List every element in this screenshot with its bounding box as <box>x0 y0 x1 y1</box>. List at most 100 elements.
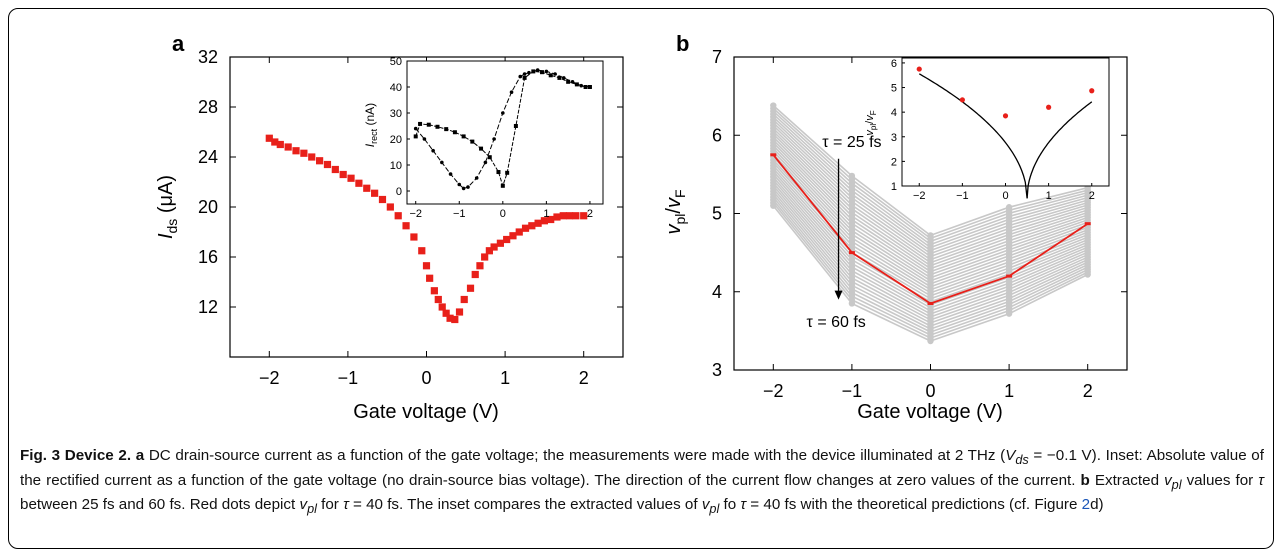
panel-a-inset-point-backward <box>461 186 466 191</box>
panel-b-letter: b <box>676 31 689 56</box>
panel-a-inset-point-backward <box>570 80 575 84</box>
panel-a-inset-point-forward <box>487 155 492 160</box>
panel-b-x-axis-title: Gate voltage (V) <box>857 401 1003 423</box>
caption-a-text: DC drain-source current as a function of… <box>148 447 1006 464</box>
panel-b-annotation-tau60: τ = 60 fs <box>807 314 866 331</box>
panel-b-red-point <box>927 301 934 305</box>
panel-a-inset-y-tick-label: 10 <box>390 160 402 172</box>
caption-b-text-2: values for <box>1181 471 1259 489</box>
panel-a-inset-point-forward <box>505 170 510 175</box>
caption-vds-sub: ds <box>1015 453 1029 468</box>
panel-a-y-tick-label: 12 <box>198 297 218 317</box>
caption-tau-symbol-1: τ <box>1258 471 1264 489</box>
panel-b-red-point <box>848 251 855 255</box>
panel-a-data-points <box>265 134 588 324</box>
panel-a-inset-point-backward <box>553 72 557 76</box>
caption-b-letter: b <box>1080 471 1090 489</box>
panel-a-data-point <box>572 212 580 220</box>
panel-a-data-point <box>422 262 431 270</box>
panel-a-inset-point-forward <box>479 146 484 151</box>
panel-a-data-point <box>292 147 300 155</box>
panel-a-data-point <box>442 309 450 317</box>
panel-b-tau-point <box>770 202 777 209</box>
panel-a-data-point <box>481 253 489 261</box>
panel-a-inset-point-forward <box>583 85 588 89</box>
panel-a-data-point <box>515 228 523 236</box>
panel-a-data-point <box>402 222 410 230</box>
panel-a-inset-point-backward <box>588 85 592 89</box>
panel-a-data-point <box>284 143 292 151</box>
panel-a-inset-point-forward <box>435 124 440 129</box>
panel-a-data-point <box>509 232 517 240</box>
panel-a-data-point <box>265 134 273 142</box>
panel-a-inset-point-backward <box>535 68 540 72</box>
panel-b-inset-y-tick-label: 4 <box>891 107 897 119</box>
panel-a-inset-point-forward <box>522 75 527 80</box>
panel-b-red-point <box>1006 274 1013 278</box>
caption-figure-link[interactable]: 2 <box>1081 496 1091 514</box>
panel-b-inset-theory-left <box>918 73 1028 199</box>
panel-b-inset-point <box>1046 104 1052 110</box>
panel-a-inset-y-tick-label: 50 <box>390 56 402 68</box>
panel-a-inset-x-tick-label: 1 <box>543 208 549 220</box>
panel-b-y-tick-label: 7 <box>712 47 722 67</box>
panel-a-data-point <box>466 284 475 292</box>
caption-b-text-6: fo <box>719 496 741 514</box>
panel-b-tau-point <box>1084 271 1091 278</box>
panel-a-inset-y-axis-title: Irect (nA) <box>363 103 379 147</box>
panel-a-inset-x-tick-label: −2 <box>409 208 422 220</box>
panel-a-data-point <box>323 160 332 169</box>
panel-b-annotation-tau25: τ = 25 fs <box>822 134 881 151</box>
panel-a-data-point <box>553 213 561 221</box>
panel-a-inset-x-tick-label: 2 <box>587 208 593 220</box>
panel-a-data-point <box>438 303 446 311</box>
caption-tau-symbol-2: τ <box>343 496 349 514</box>
panel-b-inset-point <box>1089 88 1095 94</box>
panel-b-inset-x-tick-label: 2 <box>1089 190 1095 202</box>
panel-a-data-point <box>528 222 536 230</box>
panel-b-x-tick-label: −1 <box>842 381 863 401</box>
panel-b-x-tick-label: 2 <box>1083 381 1093 401</box>
panel-a-data-point <box>559 212 567 220</box>
panel-b-chart: −2 −1 0 1 2 3 4 5 6 7 τ = 25 fs τ = 60 fs Gate vol… <box>663 47 1128 423</box>
panel-b-inset-x-tick-label: 1 <box>1046 190 1052 202</box>
panel-b-y-axis-title: vpl/vF <box>663 189 688 234</box>
panel-a-data-point <box>410 233 418 241</box>
caption-vpl-sub-3: pl <box>709 502 720 517</box>
panel-a-y-tick-label: 24 <box>198 147 218 167</box>
panel-b-inset-theory-right <box>1026 101 1093 199</box>
panel-b-y-tick-label: 4 <box>712 282 722 302</box>
panel-a-inset-point-backward <box>457 182 462 187</box>
panel-a-inset-y-tick-label: 30 <box>390 108 402 120</box>
panel-a-inset-point-forward <box>540 70 545 75</box>
panel-a-y-tick-label: 20 <box>198 197 218 217</box>
panel-b-tau-point <box>848 300 856 307</box>
panel-b-inset-x-tick-label: 0 <box>1002 190 1008 202</box>
panel-a-data-point <box>394 212 402 220</box>
panel-a-inset-point-backward <box>544 69 549 74</box>
panel-b-red-point <box>1084 222 1091 226</box>
panel-a-data-point <box>355 179 363 187</box>
panel-a-data-point <box>521 224 530 232</box>
figure-caption: Fig. 3 Device 2. a DC drain-source curre… <box>20 446 1264 520</box>
panel-b-axes: −2 −1 0 1 2 3 4 5 6 7 <box>712 47 1127 401</box>
panel-b-inset-y-tick-label: 3 <box>891 132 897 144</box>
panel-a-data-point <box>565 212 574 220</box>
panel-a-inset-point-backward <box>579 83 584 88</box>
panel-a-inset-y-tick-label: 0 <box>396 186 402 198</box>
panel-a-inset-point-forward <box>413 134 418 139</box>
panel-a-inset-x-tick-label: 0 <box>500 208 506 220</box>
panel-a-data-point <box>534 219 542 227</box>
panel-b-inset-axes: −2 −1 0 1 2 1 2 3 4 5 6 <box>891 58 1095 202</box>
panel-a-y-axis-title: Ids (μA) <box>155 175 180 239</box>
panel-a-data-point <box>446 314 454 322</box>
caption-vpl-symbol-2: v <box>299 496 308 514</box>
panel-a-inset-point-backward <box>413 126 418 131</box>
panel-b-tau-point <box>927 337 934 345</box>
panel-a-x-tick-label: −2 <box>259 368 280 388</box>
panel-a-data-point <box>485 247 493 255</box>
panel-a-data-point <box>386 203 394 211</box>
panel-a-data-point <box>471 270 479 279</box>
panel-a-inset-x-tick-label: −1 <box>453 208 466 220</box>
